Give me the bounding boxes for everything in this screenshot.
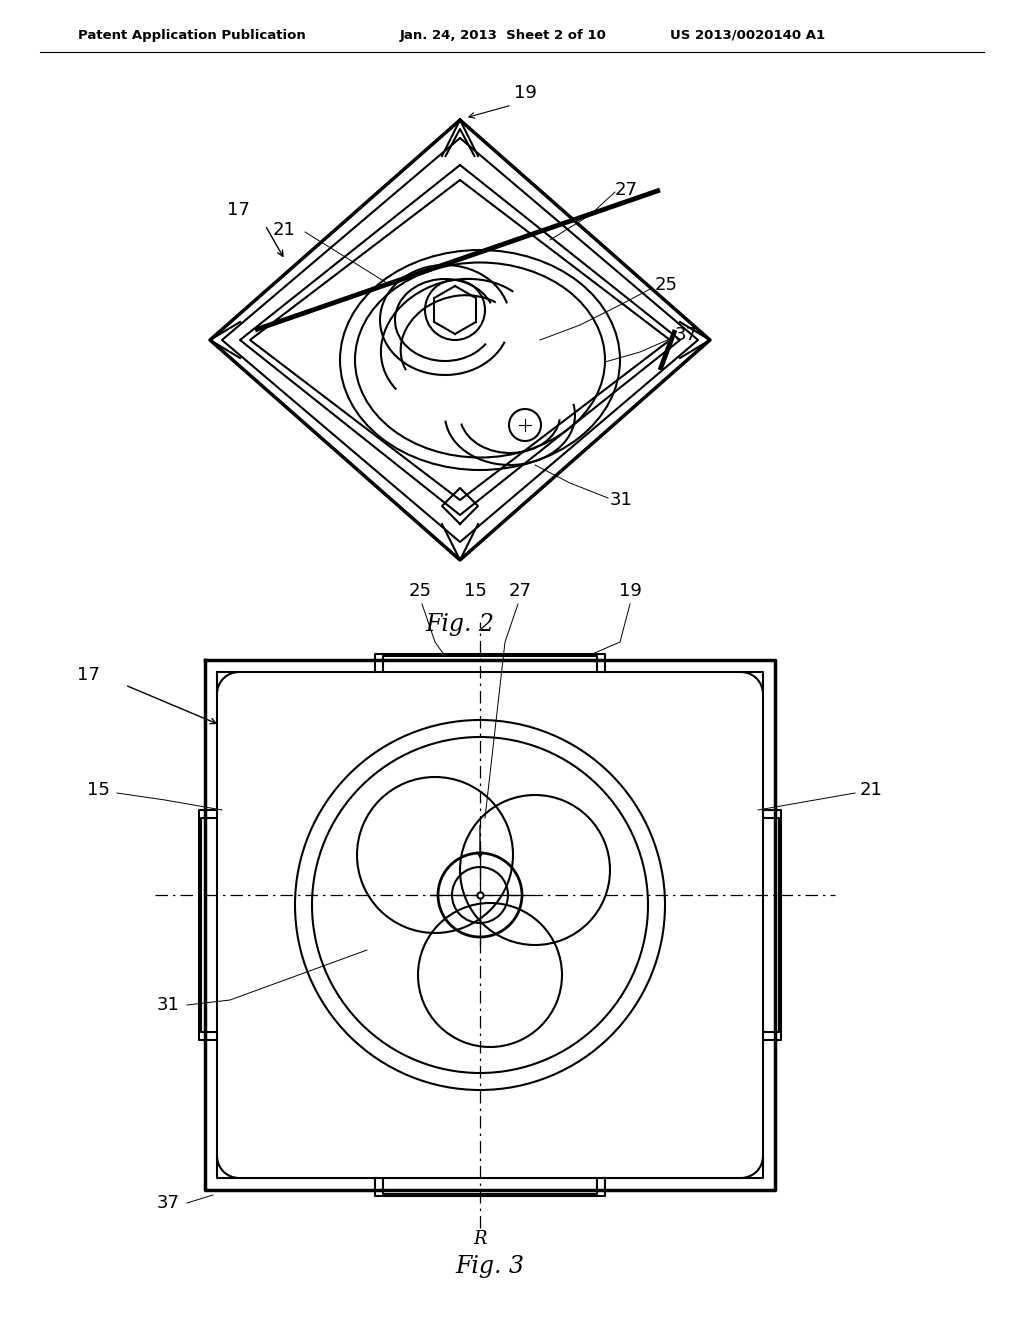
Text: 37: 37 [675,326,698,345]
Text: US 2013/0020140 A1: US 2013/0020140 A1 [670,29,825,41]
Text: 15: 15 [87,781,110,799]
Text: 17: 17 [227,201,250,219]
Text: 31: 31 [157,997,180,1014]
Text: 25: 25 [655,276,678,294]
Text: Jan. 24, 2013  Sheet 2 of 10: Jan. 24, 2013 Sheet 2 of 10 [400,29,607,41]
Text: 31: 31 [610,491,633,510]
Text: 21: 21 [860,781,883,799]
Text: 19: 19 [514,84,537,102]
Text: R: R [473,1230,486,1247]
Text: 25: 25 [409,582,431,601]
Text: Fig. 2: Fig. 2 [426,614,495,636]
Text: Fig. 3: Fig. 3 [456,1254,524,1278]
Text: 19: 19 [618,582,641,601]
Text: 37: 37 [157,1195,180,1212]
Text: 27: 27 [615,181,638,199]
Text: Patent Application Publication: Patent Application Publication [78,29,306,41]
Text: 15: 15 [464,582,486,601]
Text: 27: 27 [509,582,531,601]
Text: 17: 17 [77,667,100,684]
Text: 21: 21 [272,220,295,239]
